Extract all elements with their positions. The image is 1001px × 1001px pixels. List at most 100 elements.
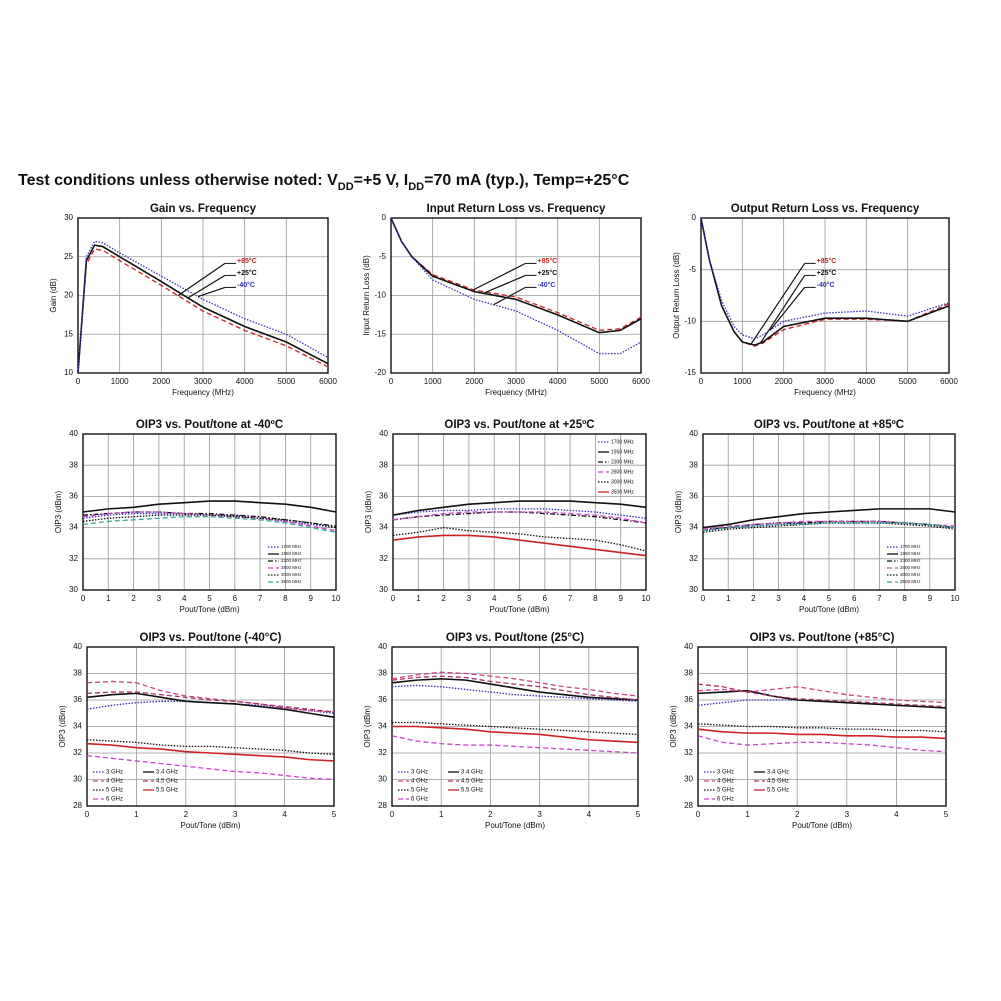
x-tick-label: 1 [439, 810, 444, 819]
legend-label: 2600 MHz [611, 469, 634, 475]
series-line [392, 511, 647, 524]
legend-label: 3500 MHz [900, 579, 921, 584]
y-tick-label: 30 [684, 775, 693, 784]
series-line [82, 516, 337, 533]
chart-title: OIP3 vs. Pout/tone (-40°C) [140, 632, 282, 644]
legend-label: 1950 MHz [900, 551, 921, 556]
x-tick-label: 2 [751, 594, 756, 603]
x-tick-label: 10 [332, 594, 341, 603]
y-tick-label: 36 [684, 695, 693, 704]
x-tick-label: 4000 [236, 377, 254, 386]
chart-title: OIP3 vs. Pout/tone at +85ºC [754, 419, 904, 431]
series-line [391, 684, 639, 702]
series-line [697, 728, 947, 740]
y-tick-label: 36 [689, 492, 698, 501]
x-tick-label: 4 [802, 594, 807, 603]
legend-label: 1700 MHz [611, 439, 634, 445]
x-tick-label: 8 [593, 594, 598, 603]
x-tick-label: 0 [85, 810, 90, 819]
legend-leader [177, 262, 226, 297]
series-line [86, 680, 335, 713]
series-line [392, 508, 647, 519]
y-tick-label: 28 [378, 801, 387, 810]
x-tick-label: 0 [699, 377, 704, 386]
legend-label: 3 GHz [717, 770, 734, 776]
y-tick-label: 30 [69, 585, 78, 594]
y-tick-label: 34 [378, 722, 387, 731]
legend-label: 3000 MHz [900, 572, 921, 577]
y-tick-label: 40 [378, 642, 387, 651]
x-tick-label: 1 [106, 594, 111, 603]
y-tick-label: 32 [684, 748, 693, 757]
y-tick-label: 32 [378, 748, 387, 757]
x-axis-label: Pout/Tone (dBm) [799, 605, 859, 614]
legend-label: 2300 MHz [281, 558, 302, 563]
x-tick-label: 2000 [152, 377, 170, 386]
y-tick-label: 0 [692, 213, 697, 222]
x-tick-label: 7 [877, 594, 882, 603]
y-tick-label: 30 [378, 775, 387, 784]
y-tick-label: -10 [684, 316, 696, 325]
y-tick-label: 20 [64, 291, 73, 300]
legend-label: +85°C [538, 257, 558, 265]
legend-label: +25°C [237, 269, 257, 277]
x-tick-label: 4 [894, 810, 899, 819]
y-tick-label: 32 [379, 554, 388, 563]
y-tick-label: 38 [73, 669, 82, 678]
x-tick-label: 6 [543, 594, 548, 603]
series-line [392, 721, 639, 736]
y-tick-label: 30 [64, 213, 73, 222]
series-line [392, 500, 647, 516]
x-tick-label: 2000 [775, 377, 793, 386]
x-tick-label: 3 [233, 810, 238, 819]
chart-title: Gain vs. Frequency [150, 203, 257, 215]
series-line [391, 671, 639, 697]
series-line [390, 217, 642, 334]
x-tick-label: 4 [587, 810, 592, 819]
subscript: DD [408, 181, 424, 193]
x-tick-label: 9 [928, 594, 933, 603]
y-tick-label: 36 [69, 492, 78, 501]
legend-label: 6 GHz [411, 797, 428, 803]
y-tick-label: 32 [73, 748, 82, 757]
y-axis-label: OIP3 (dBm) [363, 705, 372, 748]
series-line [697, 686, 947, 704]
x-tick-label: 5 [944, 810, 949, 819]
x-tick-label: 10 [951, 594, 960, 603]
legend-label: 5 GHz [717, 788, 734, 794]
y-tick-label: 32 [69, 554, 78, 563]
legend-leader [483, 274, 526, 294]
legend-label: 3000 MHz [281, 572, 302, 577]
x-tick-label: 3000 [507, 377, 525, 386]
legend-label: 1700 MHz [281, 544, 302, 549]
y-tick-label: -5 [689, 265, 697, 274]
x-tick-label: 0 [696, 810, 701, 819]
y-axis-label: Gain (dB) [49, 278, 58, 313]
legend-label: 2300 MHz [900, 558, 921, 563]
legend-label: 5 GHz [411, 788, 428, 794]
series-line [86, 739, 335, 755]
legend-label: 4 GHz [717, 779, 734, 785]
series-line [391, 735, 639, 754]
legend-label: 3500 MHz [611, 489, 634, 495]
legend-label: 5.5 GHz [767, 788, 789, 794]
legend-label: +85°C [817, 257, 837, 265]
y-tick-label: -5 [379, 252, 387, 261]
legend-label: 4.5 GHz [461, 779, 483, 785]
y-tick-label: 34 [684, 722, 693, 731]
x-tick-label: 7 [258, 594, 263, 603]
y-tick-label: 34 [73, 722, 82, 731]
x-tick-label: 9 [618, 594, 623, 603]
x-tick-label: 1 [726, 594, 731, 603]
y-axis-label: Input Return Loss (dB) [362, 255, 371, 336]
x-tick-label: 0 [391, 594, 396, 603]
x-tick-label: 4 [492, 594, 497, 603]
x-tick-label: 3 [537, 810, 542, 819]
x-tick-label: 2 [184, 810, 189, 819]
x-axis-label: Frequency (MHz) [172, 388, 234, 397]
x-tick-label: 1000 [111, 377, 129, 386]
legend-label: 2300 MHz [611, 459, 634, 465]
y-tick-label: 36 [378, 695, 387, 704]
y-tick-label: 38 [379, 460, 388, 469]
